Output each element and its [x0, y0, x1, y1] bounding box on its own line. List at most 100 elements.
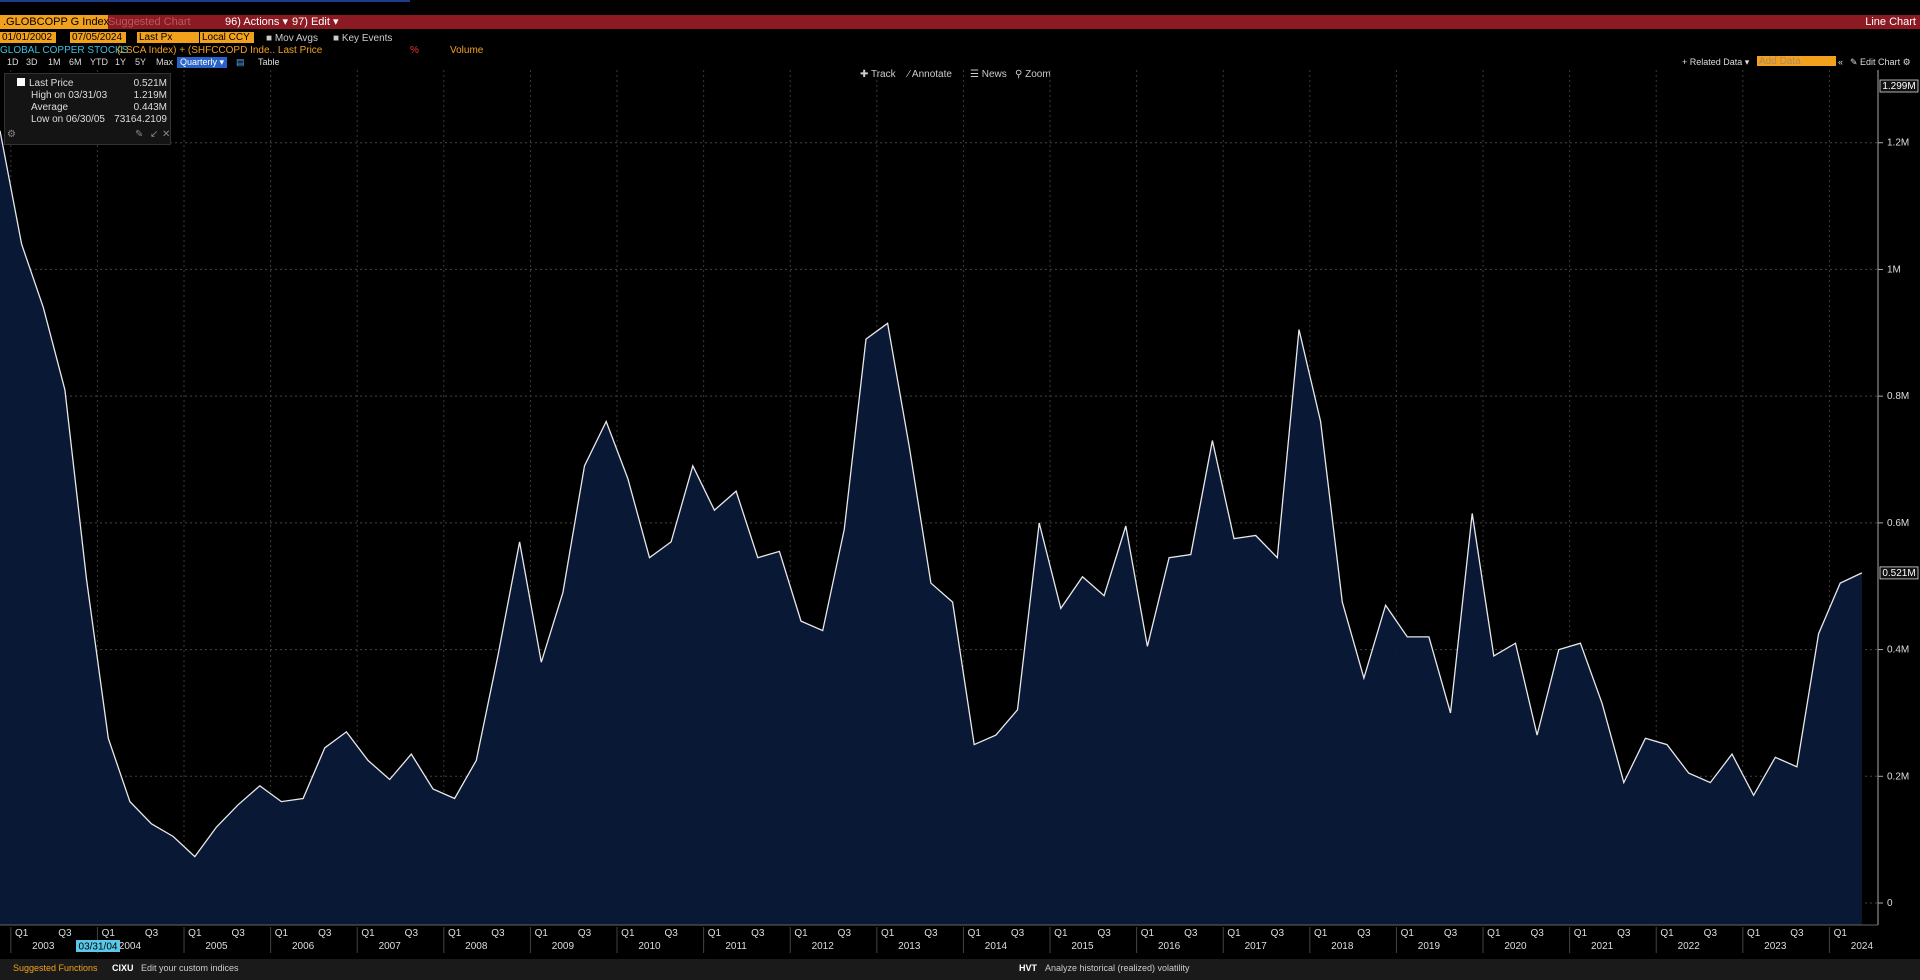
x-quarter-label: Q1	[15, 928, 29, 939]
currency-select[interactable]: Local CCY	[200, 32, 254, 43]
low-label: Low on 06/30/05	[31, 114, 105, 125]
x-quarter-label: Q3	[405, 928, 419, 939]
period-6m[interactable]: 6M	[69, 57, 82, 67]
hvt-code[interactable]: HVT	[1019, 963, 1037, 973]
x-quarter-label: Q3	[1617, 928, 1631, 939]
annotate-tool[interactable]: ∕ Annotate	[908, 69, 952, 80]
zoom-tool[interactable]: ⚲ Zoom	[1015, 69, 1051, 80]
related-data-menu[interactable]: + Related Data ▾	[1682, 57, 1750, 67]
x-year-label: 2023	[1764, 941, 1787, 952]
add-data-field[interactable]: Add Data	[1757, 56, 1836, 67]
legend-minimize-icon[interactable]: ↙	[150, 129, 159, 140]
x-quarter-label: Q1	[1660, 928, 1674, 939]
x-quarter-label: Q3	[1790, 928, 1804, 939]
y-tick-label: 0.8M	[1887, 391, 1909, 402]
actions-menu[interactable]: 96) Actions ▾	[225, 16, 288, 28]
date-badge: 03/31/04	[79, 942, 118, 953]
last-price-swatch[interactable]	[17, 78, 25, 86]
legend-close-icon[interactable]: ✕	[162, 129, 171, 140]
x-quarter-label: Q1	[1834, 928, 1848, 939]
x-quarter-label: Q1	[361, 928, 375, 939]
x-quarter-label: Q3	[1704, 928, 1718, 939]
x-quarter-label: Q1	[102, 928, 116, 939]
x-quarter-label: Q3	[838, 928, 852, 939]
period-5y[interactable]: 5Y	[135, 57, 147, 67]
legend-settings-icon[interactable]: ⚙	[7, 129, 16, 140]
x-quarter-label: Q1	[1747, 928, 1761, 939]
ticker-field[interactable]: .GLOBCOPP G Index	[0, 15, 109, 29]
mov-avgs-toggle[interactable]: ■ Mov Avgs	[266, 33, 318, 44]
x-year-label: 2020	[1504, 941, 1527, 952]
period-1y[interactable]: 1Y	[115, 57, 127, 67]
x-quarter-label: Q3	[664, 928, 678, 939]
chart-type-label: Line Chart	[1865, 16, 1916, 28]
key-events-toggle[interactable]: ■ Key Events	[333, 33, 393, 44]
edit-chart-button[interactable]: ✎ Edit Chart ⚙	[1850, 57, 1911, 67]
x-year-label: 2004	[119, 941, 142, 952]
y-tick-label: 0.4M	[1887, 645, 1909, 656]
legend-high: High on 03/31/03 1.219M	[17, 90, 167, 101]
x-quarter-label: Q3	[145, 928, 159, 939]
legend-edit-icon[interactable]: ✎	[135, 129, 144, 140]
series-detail: (LSCA Index) + (SHFCCOPD Inde.. Last Pri…	[117, 45, 323, 56]
x-quarter-label: Q3	[1011, 928, 1025, 939]
series-line	[0, 130, 1863, 858]
edit-menu[interactable]: 97) Edit ▾	[292, 16, 339, 28]
x-quarter-label: Q1	[708, 928, 722, 939]
volume-label: Volume	[450, 45, 484, 56]
hvt-description[interactable]: Analyze historical (realized) volatility	[1045, 963, 1190, 973]
x-quarter-label: Q3	[318, 928, 332, 939]
x-year-label: 2010	[638, 941, 661, 952]
table-button[interactable]: Table	[258, 57, 280, 67]
suggested-chart-button[interactable]: Suggested Chart	[108, 16, 191, 28]
average-label: Average	[31, 102, 69, 113]
annotate-label: Annotate	[911, 69, 952, 80]
status-bar: Suggested Functions CIXU Edit your custo…	[0, 959, 1920, 980]
suggested-functions-label[interactable]: Suggested Functions	[13, 963, 98, 973]
x-quarter-label: Q1	[1054, 928, 1068, 939]
x-quarter-label: Q1	[1574, 928, 1588, 939]
mov-avgs-label: Mov Avgs	[274, 33, 318, 44]
x-year-label: 2006	[292, 941, 315, 952]
y-tick-label: 0.2M	[1887, 771, 1909, 782]
x-quarter-label: Q3	[491, 928, 505, 939]
low-value: 73164.2109	[114, 114, 167, 125]
legend-last-price: Last Price 0.521M	[17, 78, 167, 89]
last-value-badge: 0.521M	[1882, 568, 1915, 579]
legend-low: Low on 06/30/05 73164.2109	[17, 114, 167, 125]
axis-top-badge: 1.299M	[1882, 81, 1915, 92]
cixu-description[interactable]: Edit your custom indices	[141, 963, 239, 973]
x-quarter-label: Q1	[448, 928, 462, 939]
chart-icon[interactable]: ▤	[236, 57, 245, 67]
period-max[interactable]: Max	[156, 57, 174, 67]
collapse-icon[interactable]: «	[1838, 57, 1844, 67]
cixu-code[interactable]: CIXU	[112, 963, 134, 973]
x-quarter-label: Q1	[621, 928, 635, 939]
high-value: 1.219M	[133, 90, 167, 101]
x-quarter-label: Q1	[188, 928, 202, 939]
x-year-label: 2008	[465, 941, 488, 952]
start-date-field[interactable]: 01/01/2002	[0, 32, 56, 43]
period-1m[interactable]: 1M	[48, 57, 61, 67]
news-tool[interactable]: ☰ News	[970, 69, 1007, 80]
end-date-field[interactable]: 07/05/2024	[70, 32, 126, 43]
x-year-label: 2015	[1071, 941, 1094, 952]
x-quarter-label: Q3	[578, 928, 592, 939]
x-year-label: 2003	[32, 941, 55, 952]
y-tick-label: 1.2M	[1887, 138, 1909, 149]
period-ytd[interactable]: YTD	[90, 57, 108, 67]
x-year-label: 2018	[1331, 941, 1354, 952]
frequency-select[interactable]: Quarterly ▾	[177, 57, 228, 68]
x-quarter-label: Q3	[1097, 928, 1111, 939]
period-1d[interactable]: 1D	[7, 57, 19, 67]
high-label: High on 03/31/03	[31, 90, 108, 101]
period-3d[interactable]: 3D	[26, 57, 38, 67]
y-tick-label: 0	[1887, 898, 1893, 909]
x-quarter-label: Q1	[968, 928, 982, 939]
field-select[interactable]: Last Px	[137, 32, 199, 43]
axis-top-badge-box	[1879, 79, 1919, 93]
top-accent-line	[0, 0, 410, 2]
track-tool[interactable]: ✚ Track	[860, 69, 896, 80]
x-quarter-label: Q1	[1487, 928, 1501, 939]
